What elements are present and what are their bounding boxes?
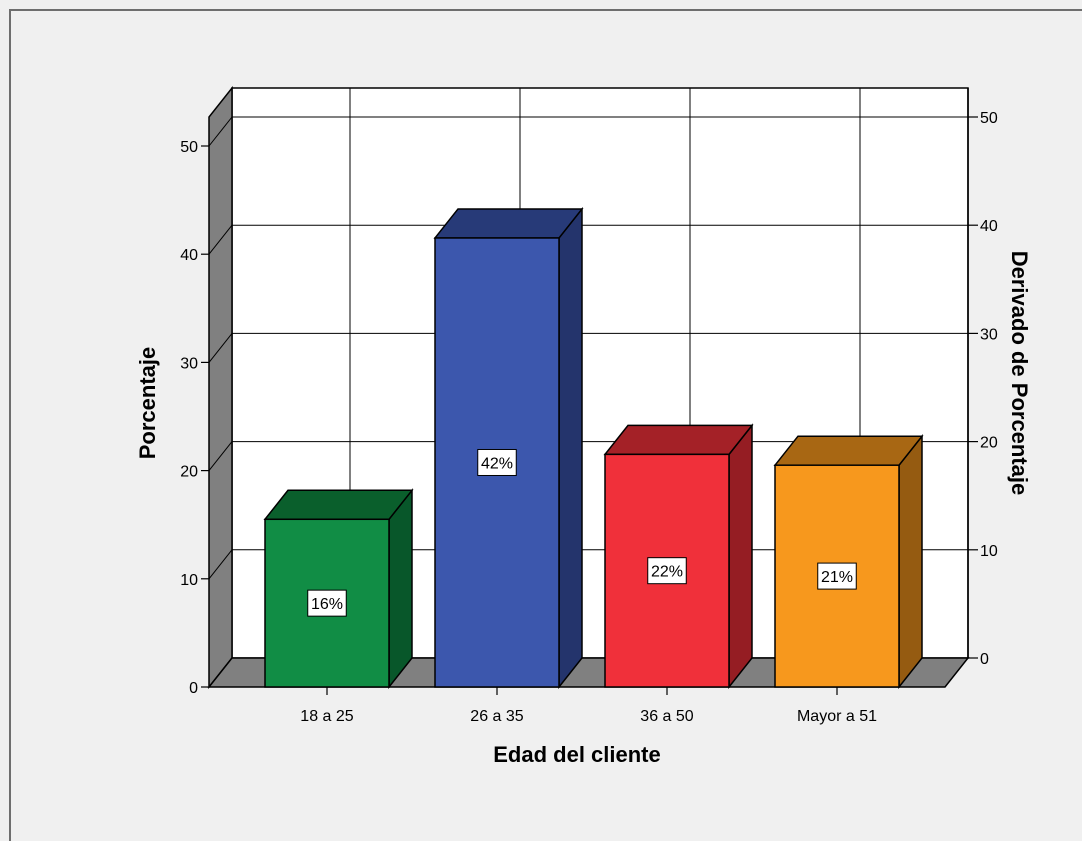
x-tick-label: 18 a 25	[300, 708, 353, 725]
bar-top	[433, 208, 584, 239]
side-wall-gridline	[208, 333, 233, 363]
x-axis-title: Edad del cliente	[493, 742, 661, 767]
y-right-tick-label: 30	[980, 326, 998, 343]
side-wall-gridline	[208, 441, 233, 471]
y-right-tick-label: 50	[980, 110, 998, 127]
y-tick-label: 40	[180, 247, 198, 264]
data-label-box	[477, 448, 517, 476]
y-axis-right-title: Derivado de Porcentaje	[1007, 251, 1032, 496]
y-tick-label: 10	[180, 572, 198, 589]
bar-side	[388, 488, 413, 690]
y-right-tick-label: 0	[980, 651, 989, 668]
y-tick-label: 0	[189, 680, 198, 697]
y-axis-title: Porcentaje	[135, 347, 160, 460]
data-label: 42%	[481, 455, 513, 472]
y-tick-label: 50	[180, 139, 198, 156]
data-label: 22%	[651, 564, 683, 581]
bar-top	[773, 435, 924, 466]
x-tick-label: 36 a 50	[640, 708, 693, 725]
data-label-box	[307, 589, 347, 617]
x-tick-label: 26 a 35	[470, 708, 523, 725]
side-wall-gridline	[208, 224, 233, 255]
data-label: 21%	[821, 569, 853, 586]
bar-top	[263, 489, 414, 521]
y-tick-label: 30	[180, 355, 198, 372]
plot-left-wall	[208, 85, 233, 690]
data-label-box	[817, 562, 857, 590]
bar-top	[603, 424, 754, 456]
x-tick-label: Mayor a 51	[797, 708, 877, 725]
y-right-tick-label: 40	[980, 218, 998, 235]
side-wall-gridline	[208, 116, 233, 147]
side-wall-gridline	[208, 549, 233, 580]
bar-side	[898, 434, 923, 690]
data-label: 16%	[311, 596, 343, 613]
data-label-box	[647, 557, 687, 585]
chart-frame-border	[9, 9, 1082, 841]
bar-side	[558, 206, 583, 690]
bar-side	[728, 423, 753, 690]
y-right-tick-label: 20	[980, 435, 998, 452]
y-right-tick-label: 10	[980, 543, 998, 560]
y-tick-label: 20	[180, 464, 198, 481]
